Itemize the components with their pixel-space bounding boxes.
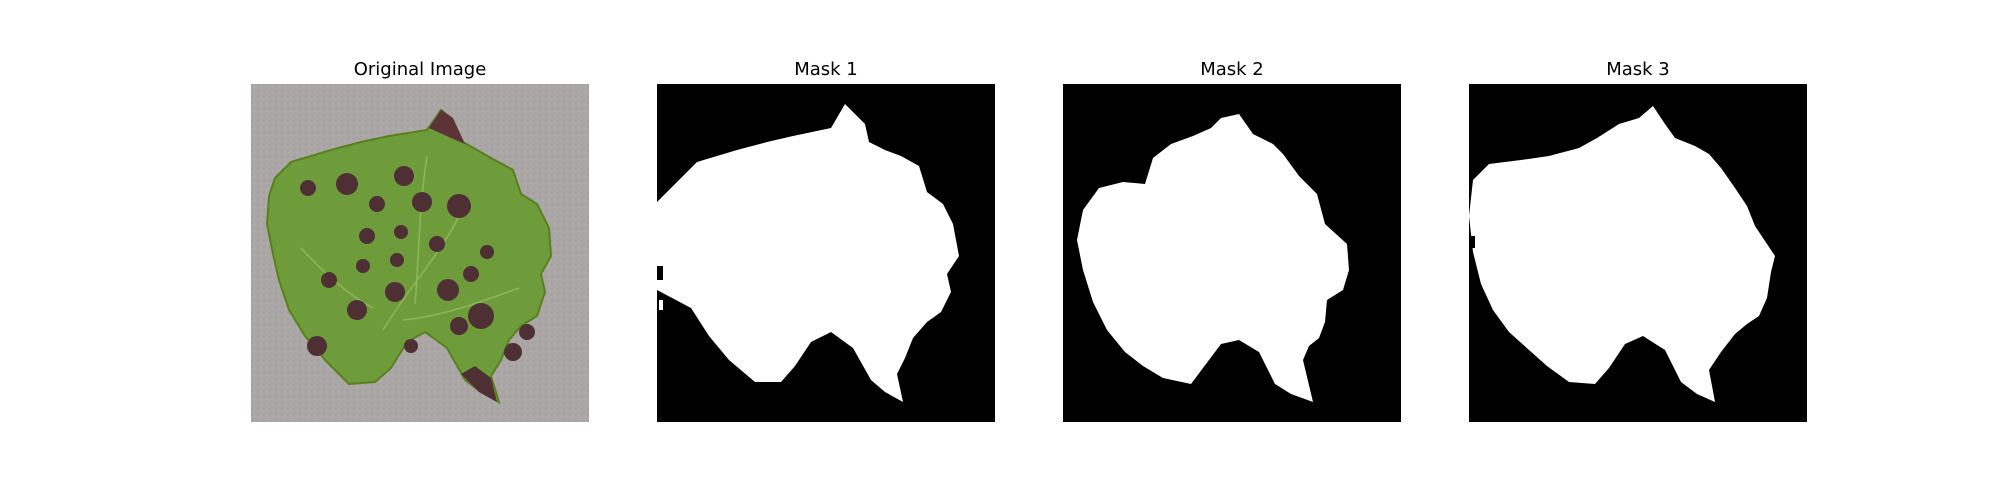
panel-mask-2: Mask 2 xyxy=(1063,59,1401,422)
panel-title-mask-1: Mask 1 xyxy=(794,59,858,80)
panel-mask-1: Mask 1 xyxy=(657,59,995,422)
panel-title-mask-3: Mask 3 xyxy=(1606,59,1670,80)
mask-3-image xyxy=(1469,84,1807,422)
mask-1-image xyxy=(657,84,995,422)
mask-2-image xyxy=(1063,84,1401,422)
panel-original-image: Original Image xyxy=(251,59,589,422)
panel-title-original-image: Original Image xyxy=(353,59,487,80)
original-leaf-image xyxy=(251,84,589,422)
panel-title-mask-2: Mask 2 xyxy=(1200,59,1264,80)
panel-mask-3: Mask 3 xyxy=(1469,59,1807,422)
